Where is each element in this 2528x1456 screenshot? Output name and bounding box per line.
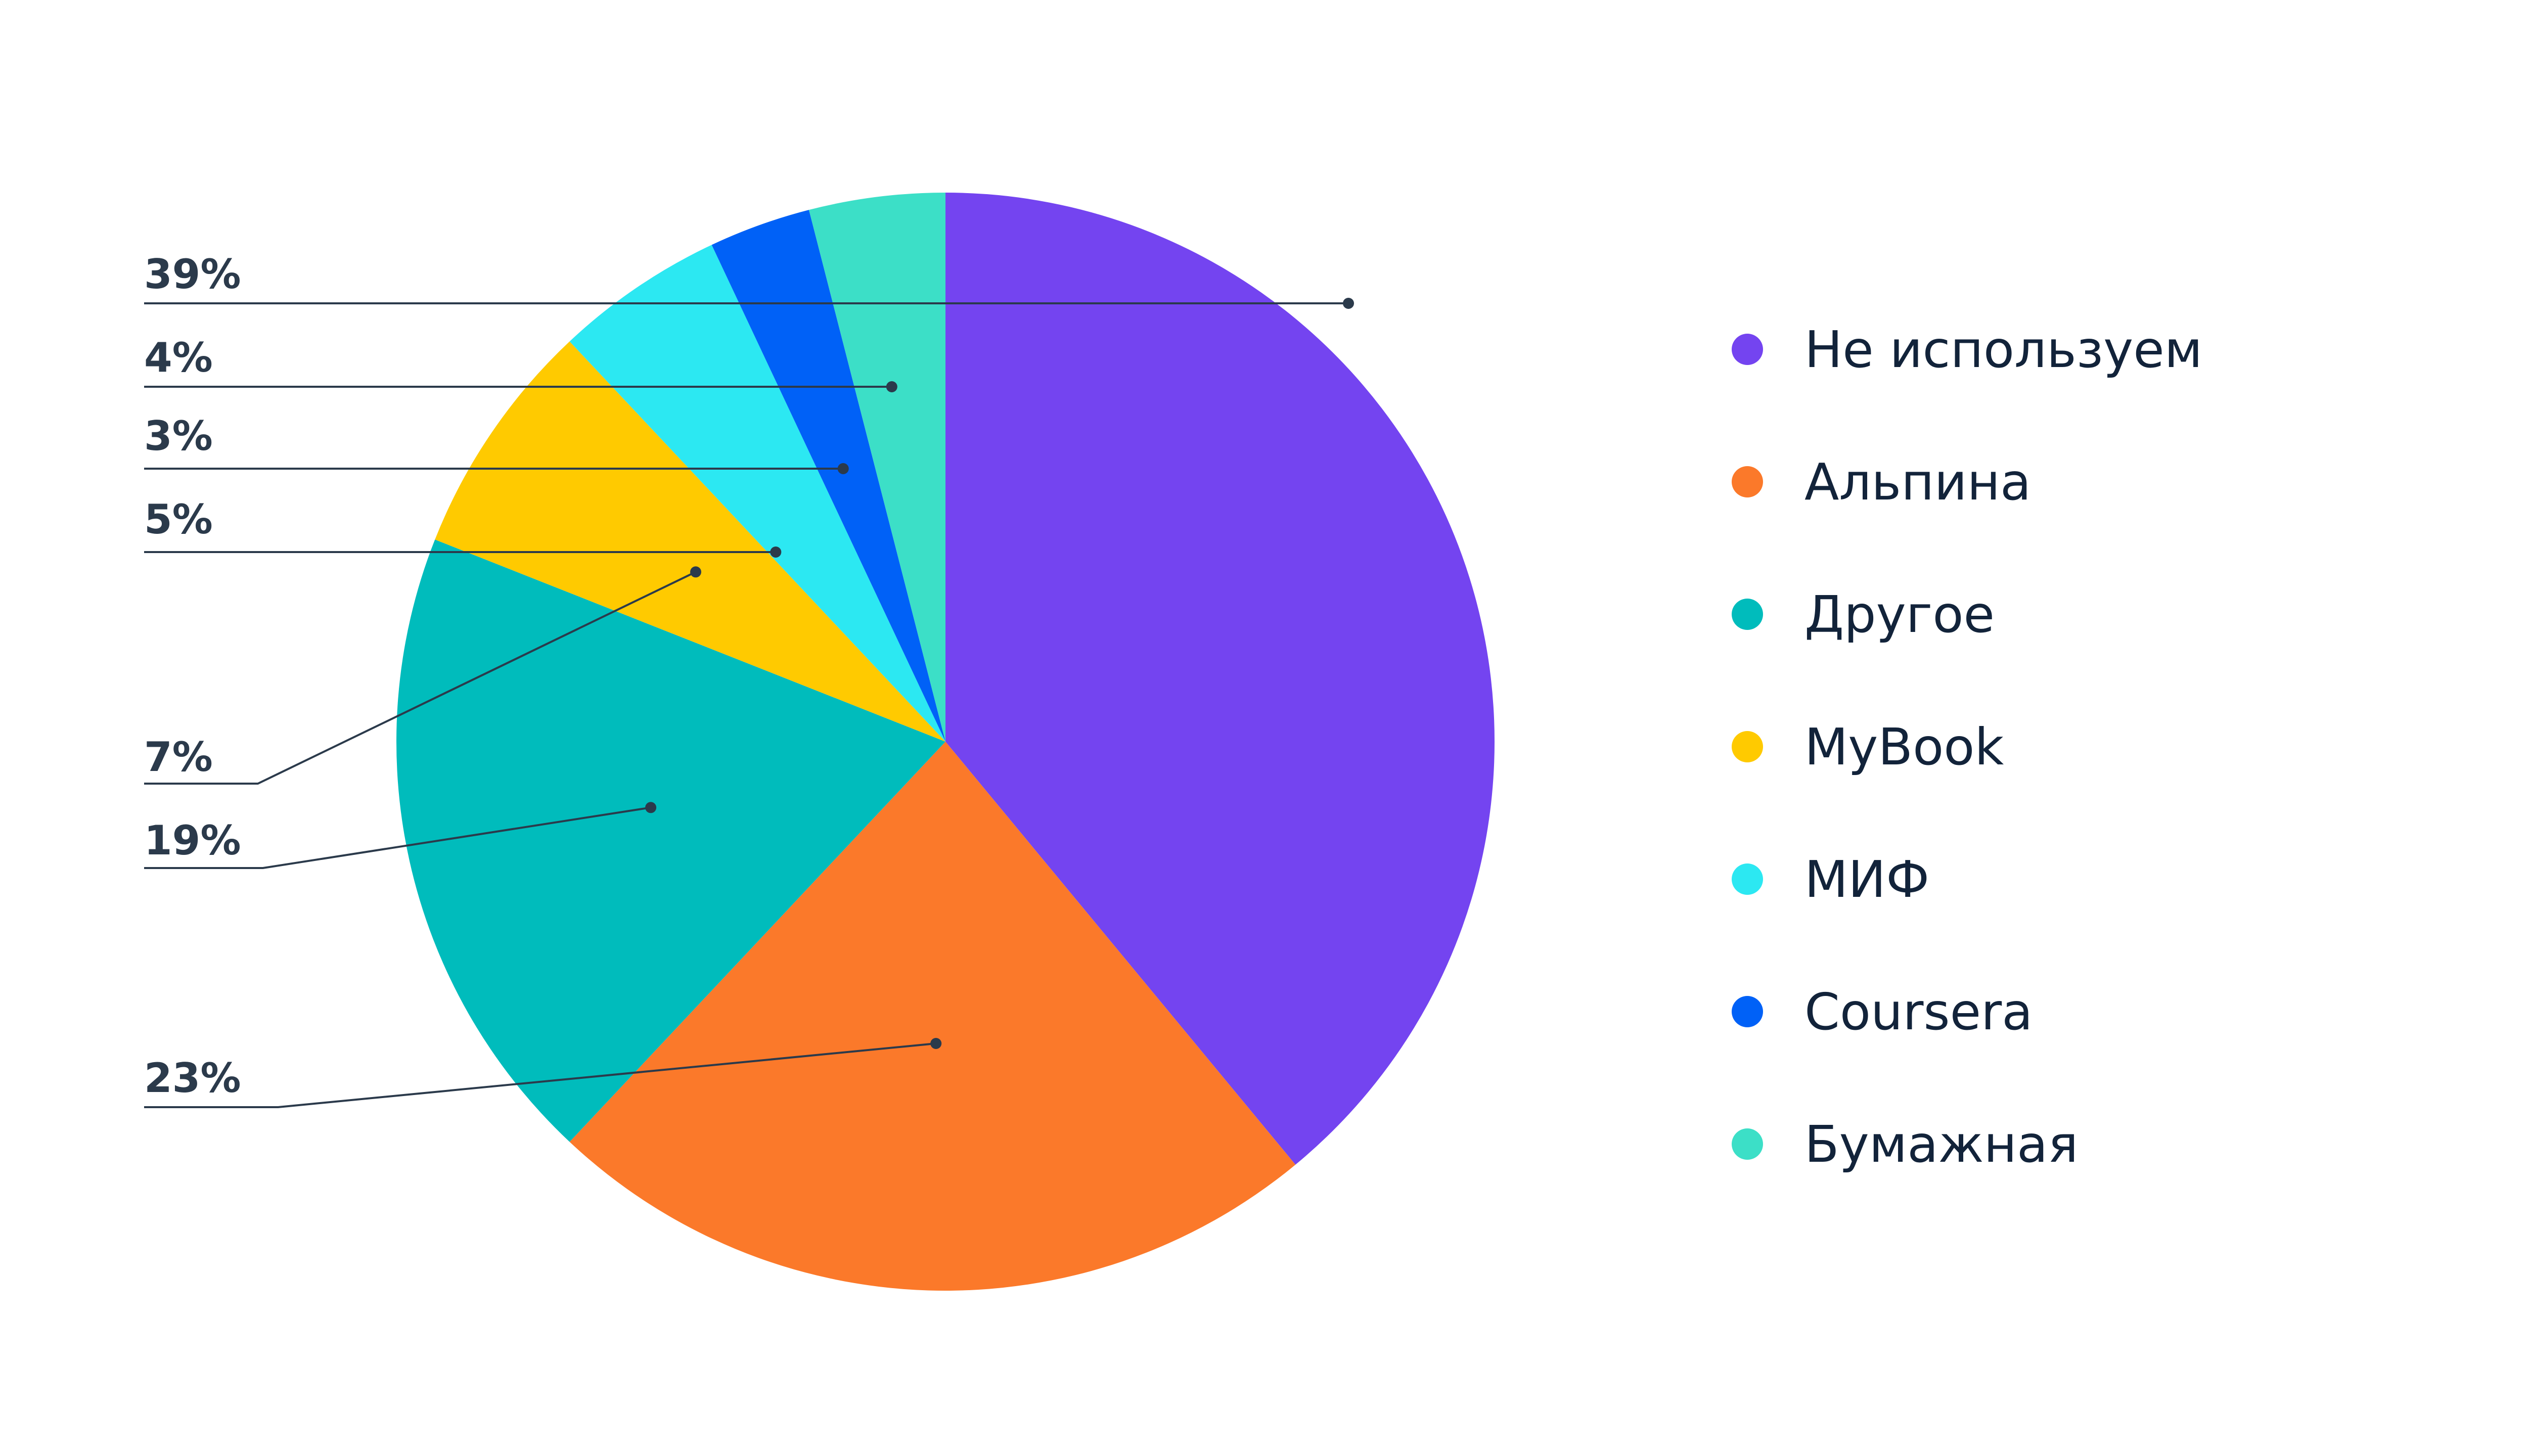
data-label: 19%	[144, 817, 241, 864]
legend-label: Другое	[1804, 584, 1995, 644]
leader-line	[144, 1042, 936, 1108]
legend-item-ne-ispolzuem[interactable]: Не используем	[1732, 283, 2202, 416]
leader-dot	[690, 566, 701, 578]
pie-data-labels: 39% 23% 19% 7% 5% 3% 4%	[144, 251, 1354, 1108]
leader-dot	[930, 1038, 942, 1049]
pie-slice[interactable]	[711, 210, 945, 742]
leader-dot	[886, 381, 897, 392]
legend-label: МИФ	[1804, 849, 1930, 909]
pie-slice[interactable]	[808, 193, 945, 742]
legend-swatch	[1732, 599, 1763, 630]
leader-line	[144, 806, 651, 869]
legend-label: Coursera	[1804, 982, 2033, 1041]
legend-item-drugoe[interactable]: Другое	[1732, 548, 2202, 680]
legend-label: Не используем	[1804, 320, 2203, 379]
data-label: 4%	[144, 334, 213, 381]
legend-label: MyBook	[1804, 717, 2004, 777]
pie-slice[interactable]	[569, 742, 1296, 1291]
legend-item-coursera[interactable]: Coursera	[1732, 945, 2202, 1078]
legend-swatch	[1732, 863, 1763, 895]
data-label: 7%	[144, 734, 213, 781]
legend-label: Альпина	[1804, 452, 2032, 512]
legend-item-alpina[interactable]: Альпина	[1732, 416, 2202, 548]
data-label: 5%	[144, 496, 213, 543]
leader-dot	[1343, 298, 1354, 309]
pie-slice[interactable]	[945, 193, 1495, 1165]
pie-slice[interactable]	[569, 245, 945, 742]
legend-item-bumazhnaya[interactable]: Бумажная	[1732, 1078, 2202, 1210]
pie-slices	[396, 193, 1495, 1291]
legend-item-mif[interactable]: МИФ	[1732, 813, 2202, 945]
pie-slice[interactable]	[396, 539, 945, 1142]
legend-label: Бумажная	[1804, 1114, 2079, 1174]
leader-dot	[645, 802, 657, 813]
legend: Не используем Альпина Другое MyBook МИФ …	[1732, 283, 2202, 1210]
leader-dot	[837, 463, 849, 474]
legend-swatch	[1732, 731, 1763, 762]
leader-line	[144, 571, 696, 785]
leader-dot	[770, 547, 782, 558]
data-label: 39%	[144, 251, 241, 298]
legend-swatch	[1732, 996, 1763, 1027]
pie-slice[interactable]	[435, 341, 945, 742]
legend-swatch	[1732, 334, 1763, 365]
legend-item-mybook[interactable]: MyBook	[1732, 680, 2202, 813]
legend-swatch	[1732, 1128, 1763, 1160]
legend-swatch	[1732, 466, 1763, 497]
data-label: 3%	[144, 413, 213, 460]
data-label: 23%	[144, 1055, 241, 1102]
